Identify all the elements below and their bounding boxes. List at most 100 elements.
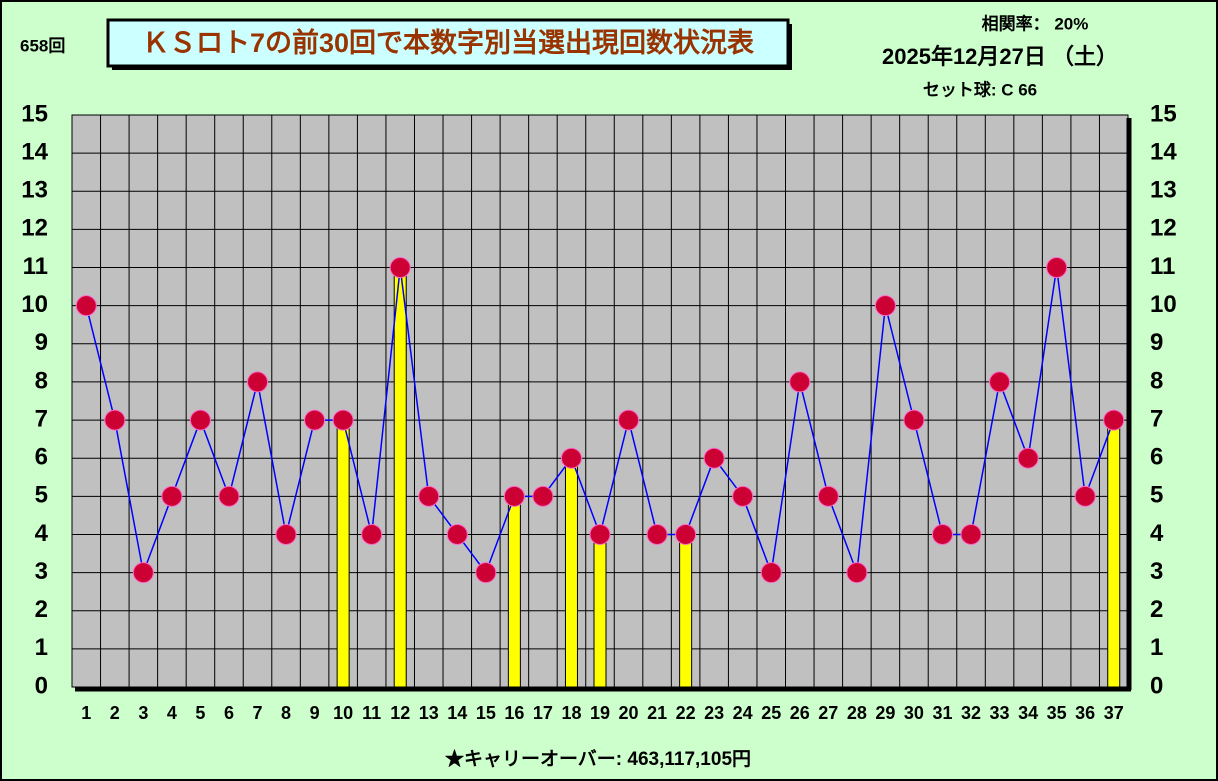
y2-tick-label: 7	[1150, 405, 1163, 432]
chart-title: ＫＳロト7の前30回で本数字別当選出現回数状況表	[142, 27, 754, 58]
y2-tick-label: 13	[1150, 177, 1177, 204]
y2-tick-label: 2	[1150, 596, 1163, 623]
correlation: 相関率： 20%	[982, 13, 1089, 33]
x-tick-label: 26	[790, 703, 810, 723]
y2-tick-label: 6	[1150, 444, 1163, 471]
marker	[732, 485, 754, 507]
bar	[393, 267, 407, 688]
marker	[960, 523, 982, 545]
marker	[275, 523, 297, 545]
y-tick-label: 7	[35, 405, 48, 432]
marker	[560, 447, 582, 469]
x-tick-label: 10	[333, 703, 353, 723]
y2-tick-label: 3	[1150, 558, 1163, 585]
marker	[446, 523, 468, 545]
y-tick-label: 11	[23, 253, 48, 280]
marker	[132, 562, 154, 584]
marker	[903, 409, 925, 431]
footer: ★キャリーオーバー: 463,117,105円	[445, 748, 751, 770]
y-tick-label: 12	[21, 215, 48, 242]
x-tick-label: 15	[476, 703, 496, 723]
y-tick-label: 1	[35, 634, 48, 661]
x-tick-label: 34	[1018, 703, 1038, 723]
x-tick-label: 1	[81, 703, 91, 723]
marker	[675, 523, 697, 545]
x-tick-label: 30	[904, 703, 924, 723]
x-tick-label: 24	[733, 703, 753, 723]
marker	[189, 409, 211, 431]
marker	[475, 562, 497, 584]
x-tick-label: 5	[195, 703, 205, 723]
x-tick-label: 19	[590, 703, 610, 723]
bar	[1107, 419, 1121, 688]
x-tick-label: 4	[167, 703, 177, 723]
y-tick-label: 3	[35, 558, 48, 585]
marker	[703, 447, 725, 469]
y-tick-label: 9	[35, 329, 48, 356]
x-tick-label: 23	[704, 703, 724, 723]
x-tick-label: 7	[253, 703, 263, 723]
y-tick-label: 4	[35, 520, 49, 547]
x-tick-label: 29	[875, 703, 895, 723]
x-tick-label: 28	[847, 703, 867, 723]
y2-tick-label: 8	[1150, 367, 1163, 394]
x-tick-label: 18	[561, 703, 581, 723]
y-tick-label: 6	[35, 444, 48, 471]
x-tick-label: 31	[932, 703, 952, 723]
x-tick-label: 11	[362, 703, 381, 723]
marker	[618, 409, 640, 431]
y2-tick-label: 5	[1150, 482, 1163, 509]
y-tick-label: 2	[35, 596, 48, 623]
x-tick-label: 27	[818, 703, 838, 723]
x-tick-label: 33	[990, 703, 1010, 723]
marker	[503, 485, 525, 507]
y-tick-label: 13	[21, 177, 48, 204]
marker	[1074, 485, 1096, 507]
x-tick-label: 2	[110, 703, 120, 723]
x-tick-label: 14	[447, 703, 467, 723]
marker	[1103, 409, 1125, 431]
x-tick-label: 20	[619, 703, 639, 723]
y2-tick-label: 1	[1150, 634, 1163, 661]
marker	[218, 485, 240, 507]
marker	[589, 523, 611, 545]
marker	[817, 485, 839, 507]
x-tick-label: 12	[390, 703, 410, 723]
y-tick-label: 14	[21, 138, 48, 165]
x-tick-label: 3	[138, 703, 148, 723]
set-ball: セット球: C 66	[923, 80, 1037, 99]
bar	[507, 495, 521, 688]
marker	[874, 295, 896, 317]
x-tick-label: 32	[961, 703, 981, 723]
x-tick-label: 21	[647, 703, 667, 723]
x-tick-label: 22	[676, 703, 696, 723]
x-tick-label: 35	[1047, 703, 1067, 723]
marker	[75, 295, 97, 317]
marker	[161, 485, 183, 507]
draw-number: 658回	[20, 36, 65, 55]
marker	[304, 409, 326, 431]
marker	[104, 409, 126, 431]
marker	[1017, 447, 1039, 469]
y2-tick-label: 14	[1150, 138, 1177, 165]
x-tick-label: 37	[1104, 703, 1124, 723]
marker	[332, 409, 354, 431]
marker	[760, 562, 782, 584]
bar	[593, 533, 607, 688]
marker	[418, 485, 440, 507]
y-tick-label: 5	[35, 482, 48, 509]
y-tick-label: 10	[21, 291, 48, 318]
x-tick-label: 6	[224, 703, 234, 723]
marker	[532, 485, 554, 507]
y-tick-label: 8	[35, 367, 48, 394]
y2-tick-label: 9	[1150, 329, 1163, 356]
bar	[336, 419, 350, 688]
x-tick-label: 9	[310, 703, 320, 723]
y2-tick-label: 10	[1150, 291, 1177, 318]
marker	[1046, 257, 1068, 279]
y-tick-label: 0	[35, 672, 48, 699]
y2-tick-label: 12	[1150, 215, 1177, 242]
title-box	[106, 18, 790, 68]
marker	[846, 562, 868, 584]
